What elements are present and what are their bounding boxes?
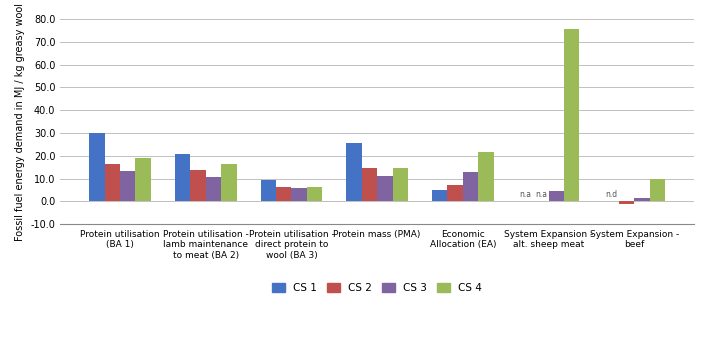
Bar	[175, 154, 190, 201]
Bar	[135, 158, 151, 201]
Bar	[276, 187, 291, 201]
Legend: CS 1, CS 2, CS 3, CS 4: CS 1, CS 2, CS 3, CS 4	[268, 279, 486, 297]
Text: n.d: n.d	[605, 190, 618, 199]
Bar	[377, 176, 393, 201]
Bar	[291, 188, 307, 201]
Bar	[479, 152, 493, 201]
Bar	[564, 28, 579, 201]
Bar	[432, 190, 447, 201]
Bar	[362, 168, 377, 201]
Bar	[89, 132, 104, 201]
Bar	[206, 177, 221, 201]
Bar	[393, 168, 408, 201]
Y-axis label: Fossil fuel energy demand in MJ / kg greasy wool: Fossil fuel energy demand in MJ / kg gre…	[15, 2, 25, 241]
Text: n.a: n.a	[520, 190, 532, 199]
Bar	[635, 198, 649, 201]
Bar	[447, 185, 463, 201]
Bar	[463, 172, 479, 201]
Text: n.a: n.a	[535, 190, 547, 199]
Bar	[619, 201, 635, 204]
Bar	[346, 143, 362, 201]
Bar	[221, 164, 237, 201]
Bar	[649, 179, 665, 201]
Bar	[260, 180, 276, 201]
Bar	[307, 187, 323, 201]
Bar	[104, 164, 120, 201]
Bar	[190, 169, 206, 201]
Bar	[549, 192, 564, 201]
Bar	[120, 171, 135, 201]
